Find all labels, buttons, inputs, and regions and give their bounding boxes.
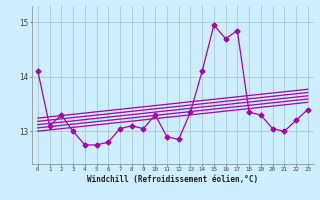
X-axis label: Windchill (Refroidissement éolien,°C): Windchill (Refroidissement éolien,°C): [87, 175, 258, 184]
